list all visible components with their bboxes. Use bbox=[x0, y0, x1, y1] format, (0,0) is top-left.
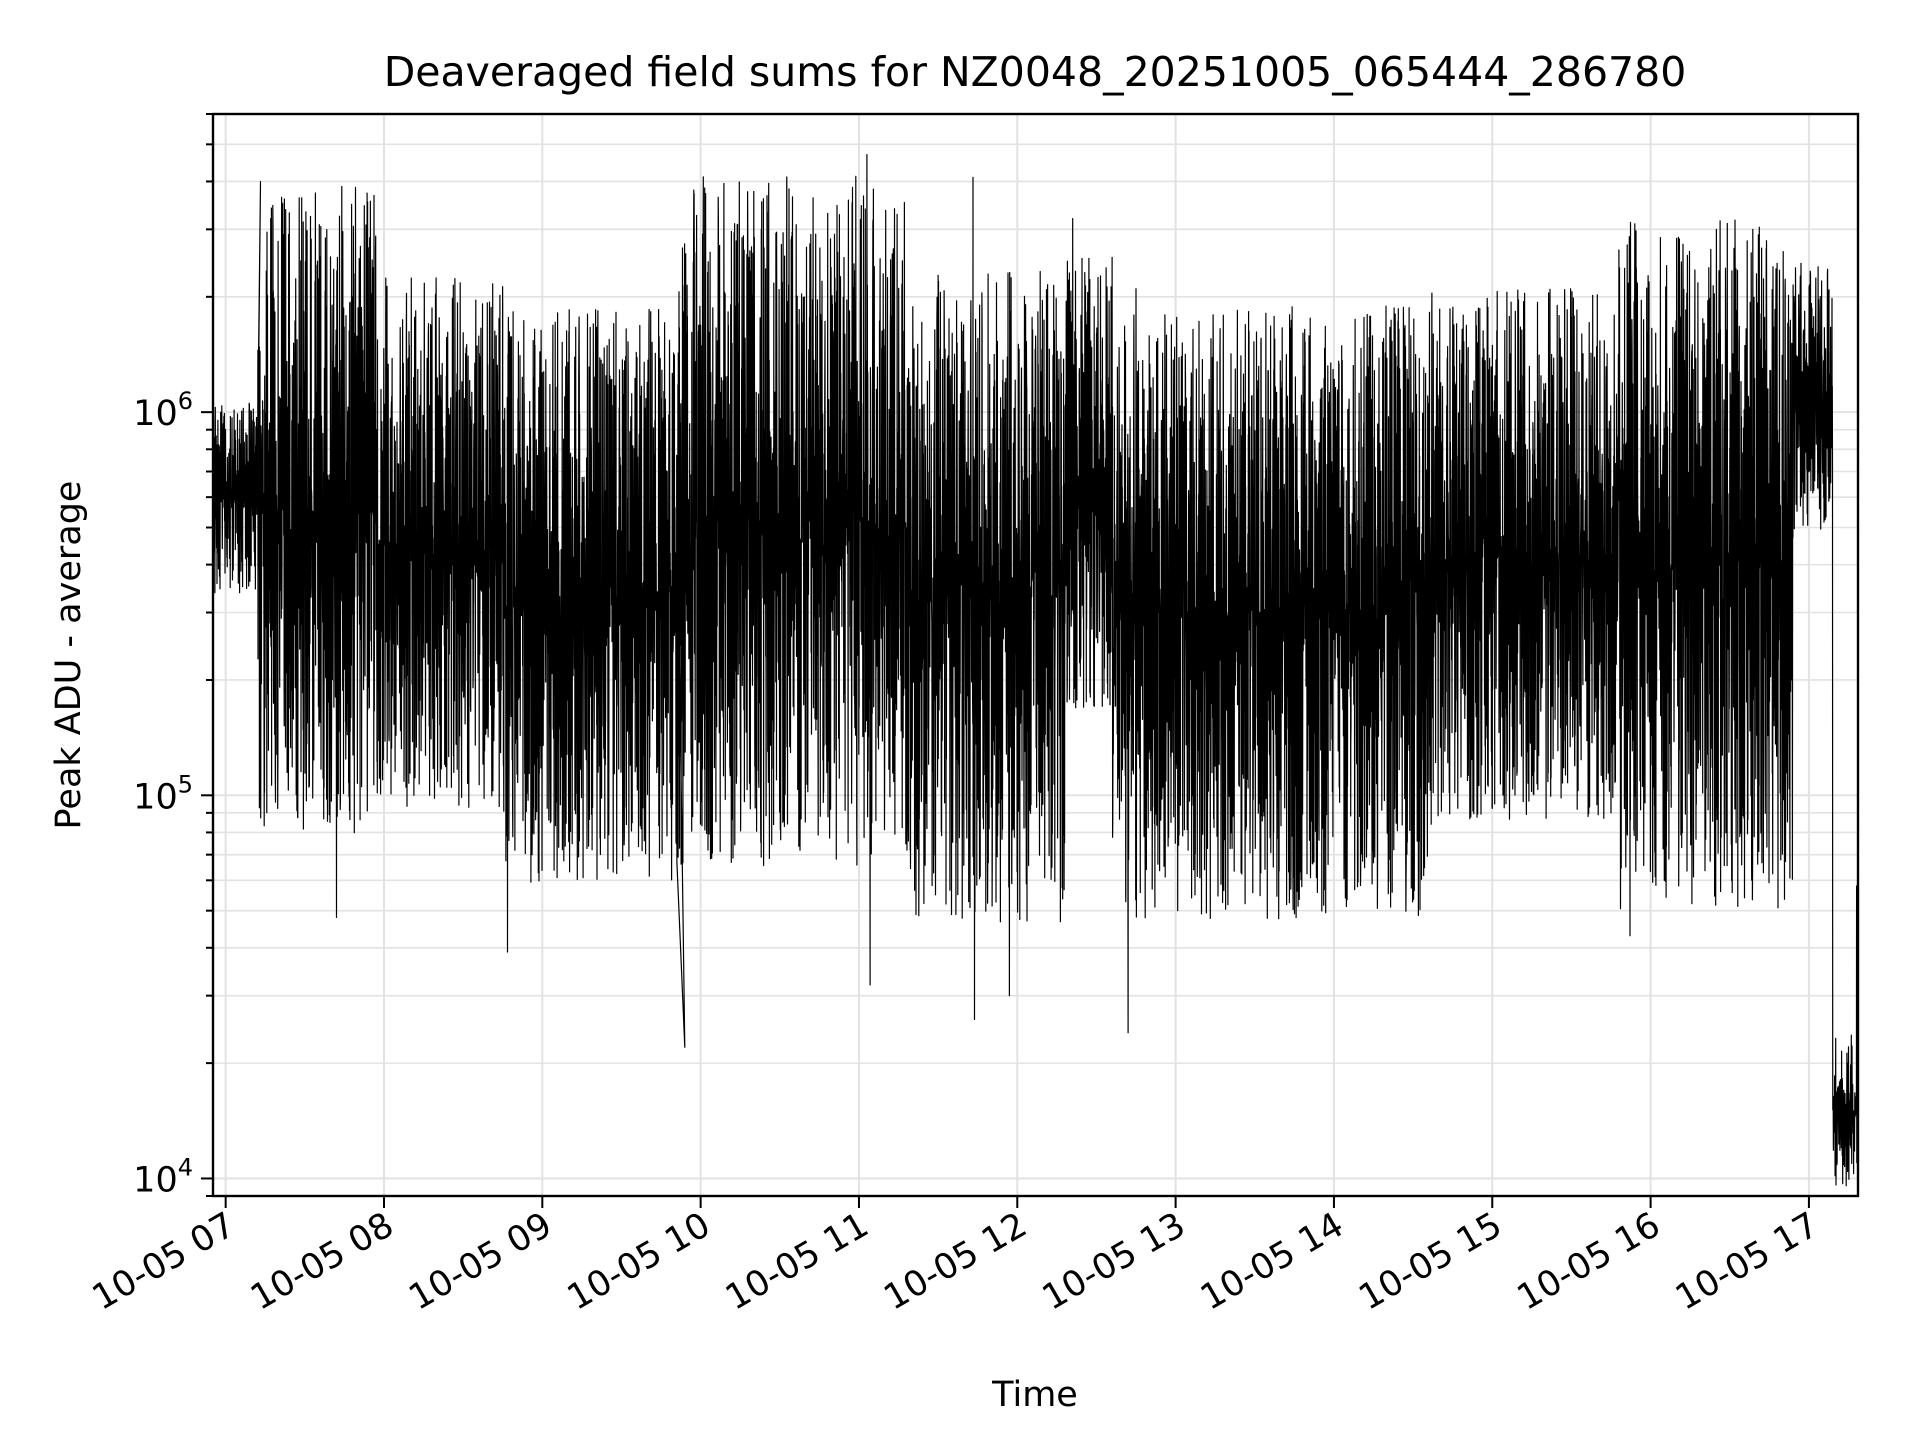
x-axis-label: Time bbox=[991, 1375, 1078, 1415]
series-line bbox=[213, 154, 1858, 1187]
plot-area bbox=[213, 154, 1858, 1187]
y-axis-ticks: 104 105 106 bbox=[133, 113, 213, 1200]
y-tick-label: 106 bbox=[133, 387, 193, 434]
y-tick-label: 105 bbox=[133, 770, 193, 817]
axes-frame bbox=[211, 112, 1860, 1198]
y-axis-label: Peak ADU - average bbox=[49, 481, 89, 830]
chart-title: Deaveraged field sums for NZ0048_2025100… bbox=[384, 48, 1687, 96]
y-tick-label: 104 bbox=[133, 1153, 193, 1200]
